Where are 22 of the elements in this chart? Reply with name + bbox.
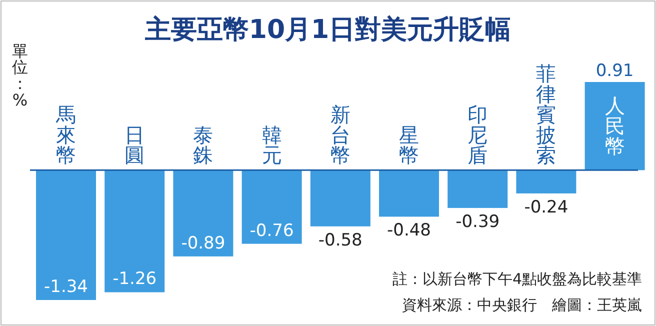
data-label: -0.76 <box>250 220 294 241</box>
data-label: -0.89 <box>181 233 226 254</box>
data-label: -0.39 <box>456 212 500 232</box>
chart-title: 主要亞幣10月1日對美元升貶幅 <box>144 15 512 45</box>
x-tick-label: 人民幣 <box>604 93 625 158</box>
x-tick-label: 馬來幣 <box>55 102 76 168</box>
data-label: -0.58 <box>318 230 362 250</box>
data-label: 0.91 <box>596 61 634 81</box>
x-tick-label: 新台幣 <box>330 102 350 168</box>
y-axis-title: 單位：% <box>12 41 28 110</box>
data-label: -0.48 <box>387 220 431 241</box>
x-tick-label: 星幣 <box>399 122 419 168</box>
annotation: 資料來源：中央銀行 繪圖：王英嵐 <box>402 296 642 314</box>
annotation: 註：以新台幣下午4點收盤為比較基準 <box>392 270 642 288</box>
data-label: -1.34 <box>44 277 88 297</box>
x-tick-label: 印尼盾 <box>468 102 488 168</box>
x-tick-label: 菲律賓披索 <box>536 62 556 168</box>
data-label: -1.26 <box>112 269 157 290</box>
x-tick-label: 韓元 <box>262 122 282 168</box>
x-tick-label: 泰銖 <box>193 122 214 168</box>
data-label: -0.24 <box>524 197 568 218</box>
x-tick-label: 日圓 <box>124 122 145 168</box>
